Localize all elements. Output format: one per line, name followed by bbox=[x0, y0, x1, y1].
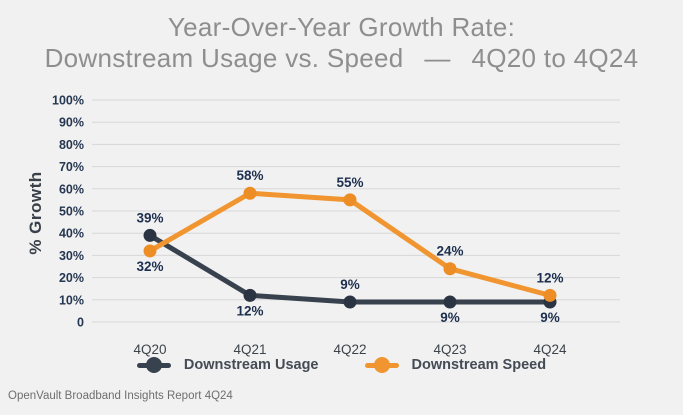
downstream-speed-data-point bbox=[543, 288, 557, 302]
y-tick-label: 0 bbox=[77, 316, 84, 330]
data-point-label: 12% bbox=[536, 270, 563, 285]
downstream-speed-legend-marker bbox=[364, 357, 399, 373]
downstream-usage-legend-marker bbox=[136, 357, 171, 373]
downstream-usage-data-point bbox=[443, 295, 457, 309]
y-tick-label: 50% bbox=[59, 205, 84, 219]
y-tick-label: 20% bbox=[59, 271, 84, 285]
chart-title: Year-Over-Year Growth Rate: Downstream U… bbox=[0, 12, 683, 74]
y-axis-title: % Growth bbox=[26, 171, 45, 254]
x-axis-label: 4Q20 bbox=[133, 342, 166, 357]
legend-item-downstream-usage: Downstream Usage bbox=[136, 357, 319, 373]
data-point-label: 24% bbox=[436, 244, 463, 259]
data-point-label: 55% bbox=[336, 175, 363, 190]
data-point-label: 12% bbox=[236, 303, 263, 318]
downstream-speed-data-point bbox=[143, 244, 157, 258]
y-tick-label: 40% bbox=[59, 227, 84, 241]
x-axis-label: 4Q22 bbox=[333, 342, 366, 357]
y-tick-label: 10% bbox=[59, 293, 84, 307]
x-axis-label: 4Q23 bbox=[433, 342, 466, 357]
downstream-usage-data-point bbox=[243, 288, 257, 302]
y-tick-label: 90% bbox=[59, 116, 84, 130]
data-point-label: 9% bbox=[540, 310, 560, 325]
y-tick-label: 30% bbox=[59, 249, 84, 263]
legend-item-downstream-speed: Downstream Speed bbox=[364, 357, 547, 373]
data-point-label: 39% bbox=[136, 210, 163, 225]
source-note: OpenVault Broadband Insights Report 4Q24 bbox=[8, 390, 233, 402]
y-tick-label: 80% bbox=[59, 138, 84, 152]
downstream-speed-data-point bbox=[443, 262, 457, 276]
data-point-label: 32% bbox=[136, 259, 163, 274]
data-point-label: 9% bbox=[440, 310, 460, 325]
x-axis-label: 4Q24 bbox=[533, 342, 567, 357]
x-axis-label: 4Q21 bbox=[233, 342, 266, 357]
downstream-usage-legend-label: Downstream Usage bbox=[183, 357, 319, 373]
chart-title-line2: Downstream Usage vs. Speed — 4Q20 to 4Q2… bbox=[44, 43, 639, 73]
data-point-label: 9% bbox=[340, 277, 360, 292]
downstream-speed-data-point bbox=[343, 193, 357, 207]
chart-title-line1: Year-Over-Year Growth Rate: bbox=[167, 12, 516, 42]
y-tick-label: 100% bbox=[52, 94, 84, 108]
downstream-speed-data-point bbox=[243, 186, 257, 200]
downstream-usage-data-point bbox=[143, 228, 157, 242]
downstream-usage-data-point bbox=[343, 295, 357, 309]
downstream-speed-legend-label: Downstream Speed bbox=[411, 357, 547, 373]
data-point-label: 58% bbox=[236, 168, 263, 183]
y-tick-label: 60% bbox=[59, 182, 84, 196]
legend: Downstream Usage Downstream Speed bbox=[0, 357, 683, 373]
y-tick-label: 70% bbox=[59, 160, 84, 174]
